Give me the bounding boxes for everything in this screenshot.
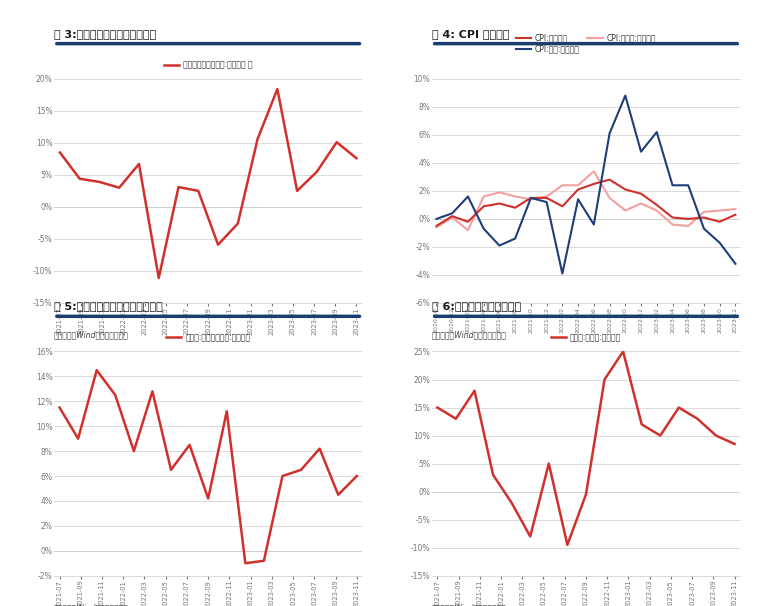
Legend: 零售额:烟酒类:当月同比: 零售额:烟酒类:当月同比 — [550, 333, 621, 342]
Text: 图 4: CPI 同比变化: 图 4: CPI 同比变化 — [432, 28, 509, 39]
Legend: CPI:当月同比, CPI:食品:当月同比, CPI:非食品:当月同比: CPI:当月同比, CPI:食品:当月同比, CPI:非食品:当月同比 — [516, 33, 656, 53]
Text: 图 5:粮油、食品类零售额同比增速: 图 5:粮油、食品类零售额同比增速 — [54, 301, 163, 311]
Legend: 零售额:粮油、食品类:当月同比: 零售额:粮油、食品类:当月同比 — [166, 333, 251, 342]
Text: 图 3:社会零售总额月度同比增速: 图 3:社会零售总额月度同比增速 — [54, 28, 156, 39]
Text: 数据来源：Wind，中信建投证券: 数据来源：Wind，中信建投证券 — [432, 330, 507, 339]
Text: 图 6:烟酒类零售额同比增速: 图 6:烟酒类零售额同比增速 — [432, 301, 521, 311]
Text: 数据来源：Wind，中信建投证券: 数据来源：Wind，中信建投证券 — [54, 330, 129, 339]
Legend: 社会消费品零售总额:当月同比 月: 社会消费品零售总额:当月同比 月 — [163, 60, 253, 69]
Text: 数据来源：Wind，中信建投证券: 数据来源：Wind，中信建投证券 — [432, 603, 507, 606]
Text: 数据来源：Wind，中信建投证券: 数据来源：Wind，中信建投证券 — [54, 603, 129, 606]
